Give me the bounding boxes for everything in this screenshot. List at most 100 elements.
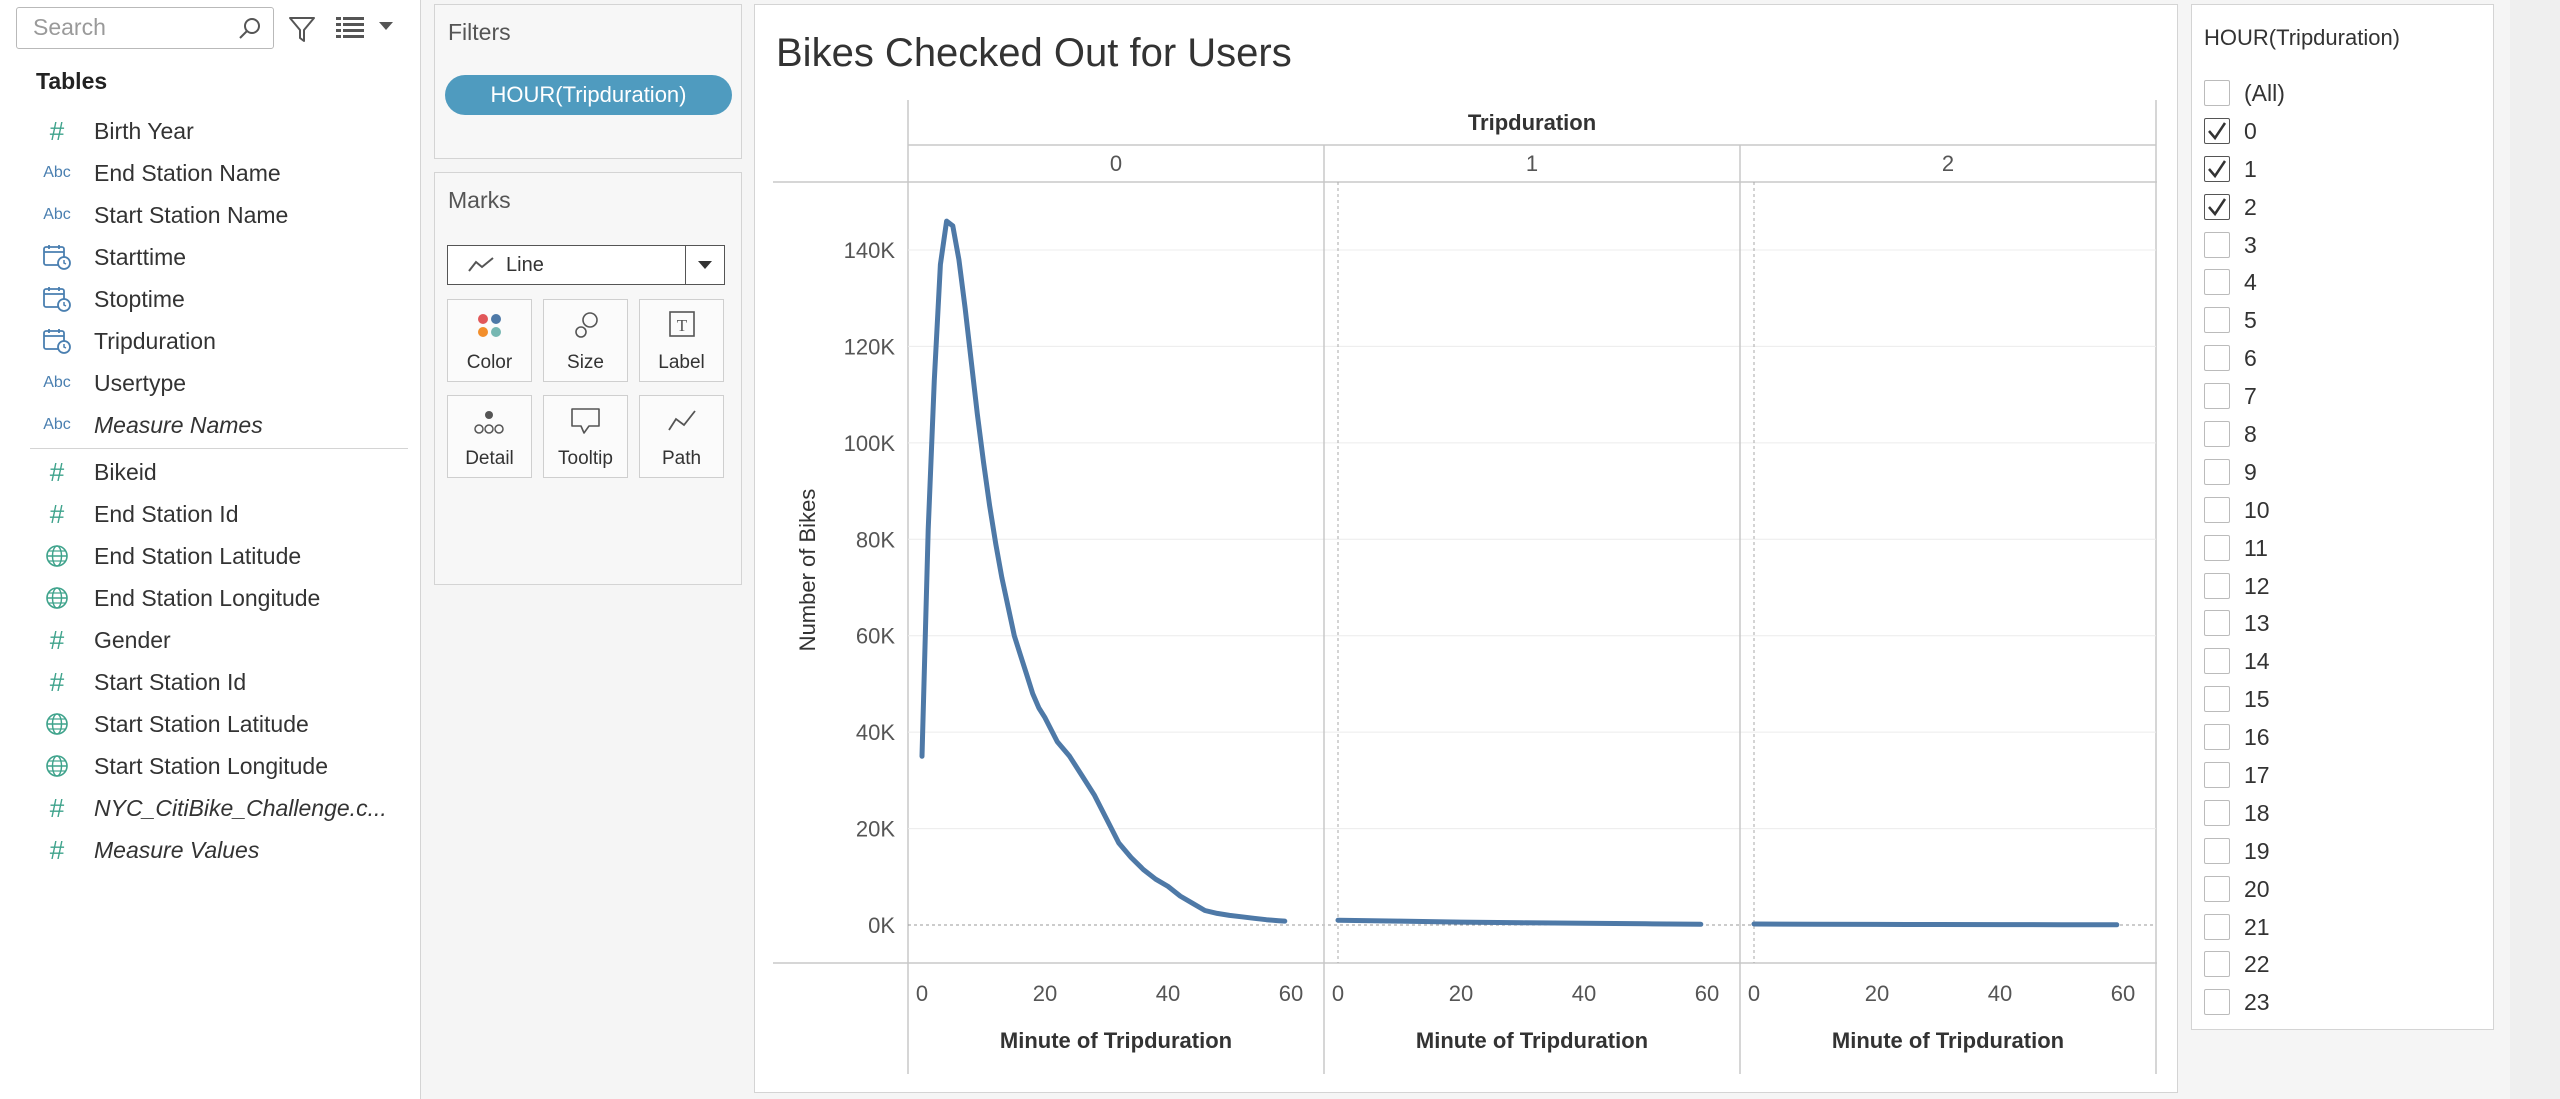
size-label: Size xyxy=(567,352,604,373)
field-item[interactable]: # Start Station Id xyxy=(30,661,408,703)
y-tick-label: 80K xyxy=(856,527,895,552)
field-type-icon: # xyxy=(40,451,74,493)
y-axis-label: Number of Bikes xyxy=(795,489,820,652)
checkbox[interactable] xyxy=(2204,269,2230,296)
dimension-measure-separator xyxy=(30,448,408,449)
filter-option-label: 9 xyxy=(2244,458,2257,485)
tooltip-button[interactable]: Tooltip xyxy=(543,395,628,478)
filter-option-label: 18 xyxy=(2244,799,2270,826)
checkbox[interactable] xyxy=(2204,724,2230,751)
checkbox[interactable] xyxy=(2204,875,2230,902)
mark-type-caret[interactable] xyxy=(685,246,724,284)
checkbox[interactable] xyxy=(2204,458,2230,485)
filter-icon[interactable] xyxy=(287,14,317,44)
search-box[interactable] xyxy=(16,7,274,49)
field-item[interactable]: Stoptime xyxy=(30,278,408,320)
checkbox[interactable] xyxy=(2204,610,2230,637)
field-item[interactable]: Abc Usertype xyxy=(30,362,408,404)
field-item[interactable]: Start Station Latitude xyxy=(30,703,408,745)
tooltip-label: Tooltip xyxy=(558,448,613,469)
filter-option-label: 4 xyxy=(2244,269,2257,296)
field-item[interactable]: End Station Latitude xyxy=(30,535,408,577)
field-item[interactable]: Abc Start Station Name xyxy=(30,194,408,236)
checkbox[interactable] xyxy=(2204,155,2230,182)
field-label: Start Station Latitude xyxy=(94,711,309,737)
checkbox[interactable] xyxy=(2204,799,2230,826)
field-item[interactable]: Starttime xyxy=(30,236,408,278)
checkbox[interactable] xyxy=(2204,80,2230,106)
field-label: Usertype xyxy=(94,370,187,396)
checkbox[interactable] xyxy=(2204,534,2230,561)
checkbox[interactable] xyxy=(2204,686,2230,713)
checkbox[interactable] xyxy=(2204,762,2230,789)
detail-icon xyxy=(474,411,504,434)
checkbox[interactable] xyxy=(2204,421,2230,448)
hour-filter-title: HOUR(Tripduration) xyxy=(2204,25,2401,50)
detail-label: Detail xyxy=(465,448,514,469)
checkbox[interactable] xyxy=(2204,913,2230,940)
label-button[interactable]: T Label xyxy=(639,299,724,382)
field-item[interactable]: # Measure Values xyxy=(30,829,408,871)
filter-option-label: 13 xyxy=(2244,610,2270,637)
chevron-down-icon[interactable] xyxy=(378,20,394,32)
mark-type-label: Line xyxy=(506,254,544,276)
color-button[interactable]: Color xyxy=(447,299,532,382)
filter-option-label: 21 xyxy=(2244,913,2270,940)
mark-type-dropdown[interactable]: Line xyxy=(447,245,725,285)
detail-button[interactable]: Detail xyxy=(447,395,532,478)
filter-option-label: 20 xyxy=(2244,875,2270,902)
field-item[interactable]: Start Station Longitude xyxy=(30,745,408,787)
filter-option-label: 19 xyxy=(2244,837,2270,864)
field-item[interactable]: Tripduration xyxy=(30,320,408,362)
field-list: # Birth Year Abc End Station Name Abc Start S… xyxy=(30,110,408,871)
field-item[interactable]: # NYC_CitiBike_Challenge.c... xyxy=(30,787,408,829)
field-item[interactable]: Abc End Station Name xyxy=(30,152,408,194)
filters-card: Filters HOUR(Tripduration) xyxy=(434,4,742,159)
filter-option-label: 7 xyxy=(2244,383,2257,410)
field-item[interactable]: # End Station Id xyxy=(30,493,408,535)
globe-type-icon xyxy=(46,755,68,777)
field-item[interactable]: End Station Longitude xyxy=(30,577,408,619)
path-label: Path xyxy=(661,448,702,469)
checkbox[interactable] xyxy=(2204,307,2230,334)
filter-option-label: 14 xyxy=(2244,648,2270,675)
checkbox[interactable] xyxy=(2204,837,2230,864)
string-type-icon: Abc xyxy=(43,416,71,433)
string-type-icon: Abc xyxy=(43,164,71,181)
filter-pill[interactable]: HOUR(Tripduration) xyxy=(445,75,732,115)
field-item[interactable]: # Gender xyxy=(30,619,408,661)
field-item[interactable]: # Bikeid xyxy=(30,451,408,493)
checkbox[interactable] xyxy=(2204,951,2230,978)
filter-option-label: 1 xyxy=(2244,155,2257,182)
field-item[interactable]: Abc Measure Names xyxy=(30,404,408,446)
search-icon[interactable] xyxy=(237,16,263,42)
view-list-icon[interactable] xyxy=(336,15,364,41)
checkbox[interactable] xyxy=(2204,383,2230,410)
filter-option-label: 17 xyxy=(2244,762,2270,789)
field-type-icon: Abc xyxy=(40,152,74,194)
size-button[interactable]: Size xyxy=(543,299,628,382)
right-gutter xyxy=(2510,0,2560,1099)
string-type-icon: Abc xyxy=(43,206,71,223)
checkbox[interactable] xyxy=(2204,345,2230,372)
checkbox[interactable] xyxy=(2204,572,2230,599)
checkbox[interactable] xyxy=(2204,496,2230,523)
column-header: Tripduration xyxy=(1468,110,1596,135)
marks-title: Marks xyxy=(448,187,511,213)
checkbox[interactable] xyxy=(2204,648,2230,675)
size-icon xyxy=(575,312,598,338)
checkmark-icon xyxy=(2208,197,2227,216)
checkbox[interactable] xyxy=(2204,231,2230,258)
search-input[interactable] xyxy=(17,8,243,46)
checkbox[interactable] xyxy=(2204,117,2230,144)
filter-option-label: 5 xyxy=(2244,307,2257,334)
globe-type-icon xyxy=(46,587,68,609)
path-button[interactable]: Path xyxy=(639,395,724,478)
field-item[interactable]: # Birth Year xyxy=(30,110,408,152)
checkbox[interactable] xyxy=(2204,193,2230,220)
number-type-icon: # xyxy=(49,667,65,697)
checkbox[interactable] xyxy=(2204,989,2230,1016)
field-type-icon: # xyxy=(40,110,74,152)
line-mark-icon xyxy=(468,257,494,272)
